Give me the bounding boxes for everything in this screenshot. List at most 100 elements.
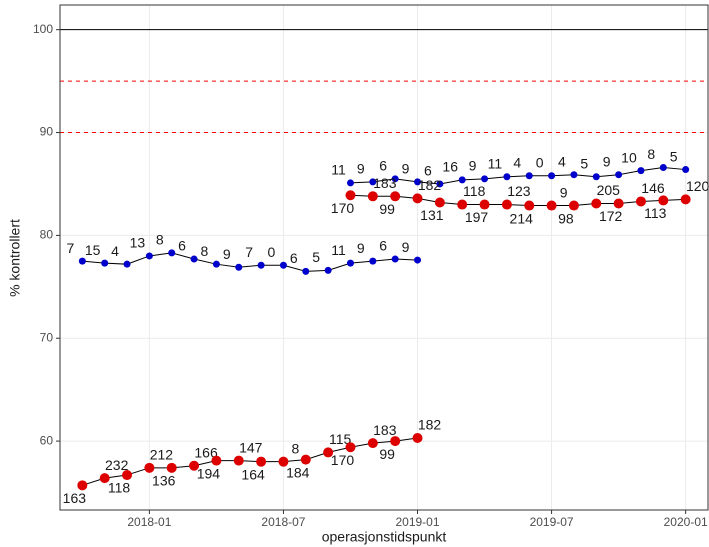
point-label: 0: [536, 154, 544, 170]
point-label: 182: [418, 417, 442, 433]
point: [145, 252, 153, 260]
series-line: [82, 437, 418, 486]
point: [345, 442, 356, 453]
point: [369, 257, 377, 265]
point-label: 11: [331, 242, 346, 258]
point-label: 11: [488, 155, 503, 171]
point-label: 164: [241, 466, 265, 482]
point-label: 136: [152, 473, 176, 489]
point-label: 8: [292, 440, 300, 456]
point: [346, 259, 354, 267]
point-label: 6: [379, 238, 387, 254]
point: [591, 198, 602, 209]
series-line: [82, 252, 418, 272]
point: [99, 473, 110, 484]
point-label: 6: [178, 238, 186, 254]
point-label: 170: [331, 200, 355, 216]
point: [144, 462, 155, 473]
point-label: 9: [357, 240, 365, 256]
point: [613, 198, 624, 209]
point-label: 5: [670, 148, 678, 164]
point-label: 4: [558, 153, 566, 169]
point: [390, 436, 401, 447]
point: [78, 257, 86, 265]
point: [324, 266, 332, 274]
point: [501, 199, 512, 210]
point-label: 8: [647, 146, 655, 162]
point-label: 9: [469, 158, 477, 174]
point: [367, 438, 378, 449]
point-label: 7: [245, 244, 253, 260]
point-label: 4: [513, 154, 521, 170]
y-tick-label: 90: [40, 125, 54, 139]
point: [412, 193, 423, 204]
x-axis-label: operasjonstidspunkt: [322, 529, 447, 545]
point: [256, 456, 267, 467]
point-label: 5: [580, 155, 588, 171]
point-label: 16: [442, 159, 458, 175]
point-label: 214: [510, 210, 534, 226]
point-label: 163: [63, 490, 87, 506]
point: [77, 480, 88, 491]
point: [101, 259, 109, 267]
point: [525, 172, 533, 180]
x-tick-label: 2018-07: [261, 515, 305, 529]
point-label: 146: [641, 180, 665, 196]
point-label: 9: [603, 153, 611, 169]
point: [481, 175, 489, 183]
point: [257, 261, 265, 269]
point-label: 115: [329, 431, 352, 447]
point-label: 120: [686, 178, 709, 194]
point-label: 8: [156, 232, 164, 248]
point: [302, 267, 310, 275]
point: [479, 199, 490, 210]
point-label: 6: [290, 250, 298, 266]
point: [457, 199, 468, 210]
point-label: 98: [558, 210, 574, 226]
point: [367, 191, 378, 202]
point: [212, 260, 220, 268]
point-label: 131: [420, 207, 444, 223]
point: [637, 167, 645, 175]
point: [168, 249, 176, 257]
point-label: 13: [130, 235, 146, 251]
point: [635, 196, 646, 207]
point: [592, 173, 600, 181]
point-label: 11: [331, 162, 346, 178]
point-label: 4: [111, 243, 119, 259]
point-label: 9: [357, 161, 365, 177]
point-label: 9: [560, 184, 568, 200]
point: [123, 260, 131, 268]
point: [122, 470, 133, 481]
y-tick-label: 70: [40, 330, 54, 344]
point: [369, 178, 377, 186]
point-label: 8: [201, 243, 209, 259]
point-label: 118: [463, 183, 486, 199]
point-label: 9: [402, 161, 410, 177]
point: [412, 433, 423, 444]
point: [436, 180, 444, 188]
point: [658, 195, 669, 206]
point: [391, 255, 399, 263]
point-label: 6: [379, 158, 387, 174]
point-label: 183: [373, 175, 397, 191]
x-tick-label: 2019-07: [530, 515, 574, 529]
point: [235, 263, 243, 271]
point-label: 170: [331, 452, 355, 468]
point-label: 166: [194, 444, 218, 460]
point-label: 15: [85, 242, 101, 258]
y-tick-label: 60: [40, 433, 54, 447]
point: [300, 454, 311, 465]
point: [568, 200, 579, 211]
point: [680, 194, 691, 205]
point: [190, 255, 198, 263]
y-tick-label: 100: [33, 22, 53, 36]
point: [414, 256, 422, 264]
point-label: 113: [644, 205, 667, 221]
point: [548, 172, 556, 180]
point: [345, 190, 356, 201]
point-label: 147: [239, 439, 263, 455]
panel-border: [59, 4, 709, 511]
x-tick-label: 2018-01: [127, 515, 171, 529]
